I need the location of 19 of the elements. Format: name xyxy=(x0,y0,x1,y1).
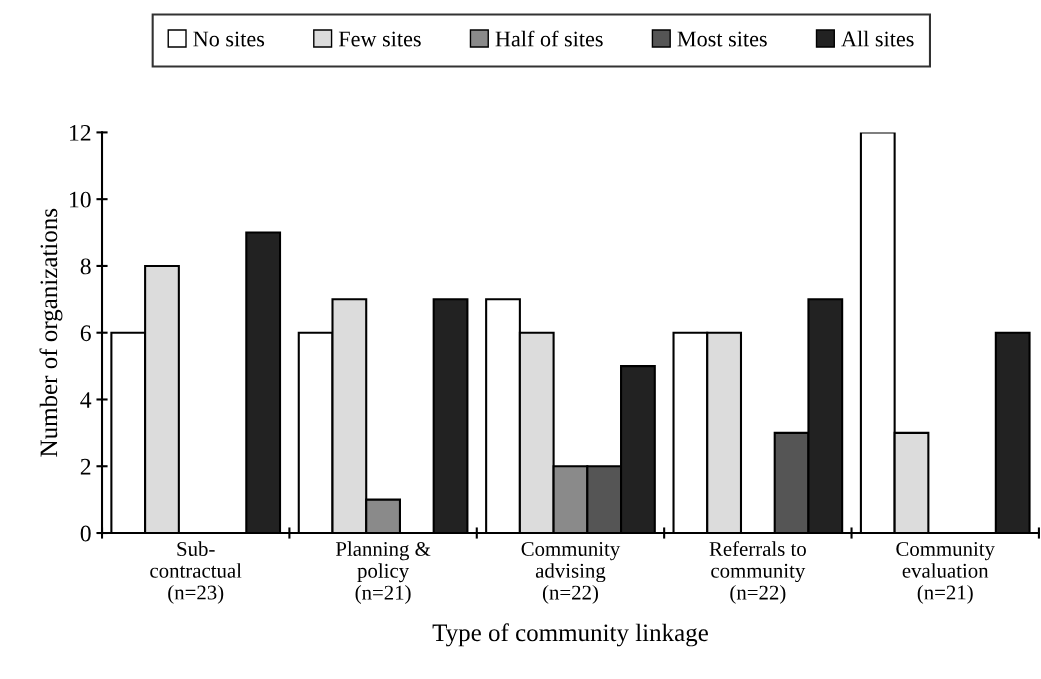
legend-label: All sites xyxy=(841,30,914,47)
legend-label: Most sites xyxy=(677,31,767,47)
y-tick-label: 0 xyxy=(80,525,91,542)
x-axis-title: Type of community linkage xyxy=(432,623,708,647)
y-tick-label: 12 xyxy=(70,124,91,141)
y-tick-label: 6 xyxy=(80,325,91,342)
x-tick-label: Community evaluation (n=21) xyxy=(896,541,995,604)
y-axis-title: Number of organizations xyxy=(39,208,63,457)
x-tick-label: Community advising (n=22) xyxy=(521,541,621,604)
y-tick-label: 8 xyxy=(80,258,91,275)
y-tick-label: 10 xyxy=(70,191,91,208)
x-tick-label: Sub- contractual (n=23) xyxy=(150,541,242,604)
x-tick-label: Planning & policy (n=21) xyxy=(335,541,431,604)
legend-label: Few sites xyxy=(338,31,421,47)
y-tick-label: 2 xyxy=(80,458,91,475)
legend-label: No sites xyxy=(193,31,265,47)
legend-label: Half of sites xyxy=(495,30,603,47)
x-tick-label: Referrals to community (n=22) xyxy=(709,541,806,604)
y-tick-label: 4 xyxy=(80,392,92,408)
